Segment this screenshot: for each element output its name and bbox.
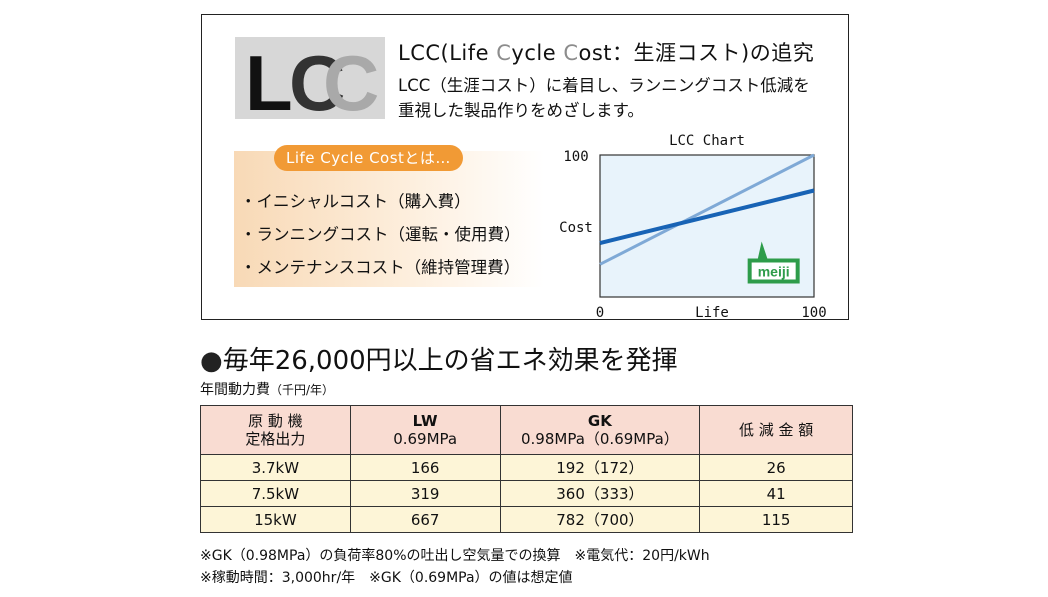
lcc-description: LCC（生涯コスト）に着目し、ランニングコスト低減を 重視した製品作りをめざしま… <box>398 73 810 123</box>
badge-pointer <box>757 241 768 260</box>
cell-gk: 360（333） <box>499 480 701 507</box>
svg-text:L: L <box>245 39 293 119</box>
table-row: 15kW 667 782（700） 115 <box>200 506 853 533</box>
cell-output: 7.5kW <box>200 480 351 507</box>
cell-reduction: 41 <box>699 480 853 507</box>
lcc-title: LCC(Life Cycle Cost：生涯コスト)の追究 <box>398 41 815 65</box>
footnote: ※稼動時間：3,000hr/年 ※GK（0.69MPa）の値は想定値 <box>200 570 573 586</box>
cell-gk: 782（700） <box>499 506 701 533</box>
lcc-panel: L C C LCC(Life Cycle Cost：生涯コスト)の追究 LCC（… <box>201 14 849 321</box>
header-lw: LW 0.69MPa <box>349 405 501 455</box>
footnote: ※GK（0.98MPa）の負荷率80%の吐出し空気量での換算 ※電気代：20円/… <box>200 548 710 564</box>
cell-output: 15kW <box>200 506 351 533</box>
meiji-badge-inner <box>751 262 796 280</box>
footnotes: ※GK（0.98MPa）の負荷率80%の吐出し空気量での換算 ※電気代：20円/… <box>200 545 710 589</box>
y-axis-label: Cost <box>559 220 593 236</box>
chart-title: LCC Chart <box>669 133 745 149</box>
cell-lw: 319 <box>349 480 501 507</box>
power-cost-table: 原 動 機定格出力 LW 0.69MPa GK 0.98MPa（0.69MPa） 低… <box>200 405 853 533</box>
list-item: ・メンテナンスコスト（維持管理費） <box>240 258 521 277</box>
lifecycle-tag: Life Cycle Costとは… <box>274 145 463 171</box>
x-tick-label: 100 <box>801 305 826 319</box>
table-row: 7.5kW 319 360（333） 41 <box>200 480 853 507</box>
header-reduction: 低 減 金 額 <box>699 405 853 455</box>
x-tick-label: 0 <box>596 305 604 319</box>
series-line <box>599 153 815 266</box>
lifecycle-list: ・イニシャルコスト（購入費） ・ランニングコスト（運転・使用費） ・メンテナンス… <box>240 185 521 284</box>
list-item: ・ランニングコスト（運転・使用費） <box>240 225 521 244</box>
cell-lw: 667 <box>349 506 501 533</box>
cell-reduction: 26 <box>699 454 853 481</box>
lcc-description-line: LCC（生涯コスト）に着目し、ランニングコスト低減を <box>398 76 810 95</box>
svg-text:C: C <box>289 39 345 119</box>
cell-output: 3.7kW <box>200 454 351 481</box>
lcc-chart: LCC Chart 100 Cost 0 100 Life meiji <box>542 123 832 321</box>
section-title: ●毎年26,000円以上の省エネ効果を発揮 <box>200 346 678 376</box>
lifecycle-cost-box: Life Cycle Costとは… ・イニシャルコスト（購入費） ・ランニング… <box>234 145 544 287</box>
table-caption: 年間動力費（千円/年） <box>200 382 335 398</box>
header-output: 原 動 機定格出力 <box>200 405 351 455</box>
cell-gk: 192（172） <box>499 454 701 481</box>
y-tick-label: 100 <box>563 149 588 165</box>
svg-text:C: C <box>323 39 379 119</box>
lcc-logo: L C C <box>235 37 385 119</box>
header-gk: GK 0.98MPa（0.69MPa） <box>499 405 701 455</box>
lcc-description-line: 重視した製品作りをめざします。 <box>398 101 644 120</box>
cell-reduction: 115 <box>699 506 853 533</box>
meiji-logo-text: meiji <box>758 264 790 280</box>
list-item: ・イニシャルコスト（購入費） <box>240 192 471 211</box>
cell-lw: 166 <box>349 454 501 481</box>
series-line <box>599 188 815 245</box>
bullet-icon: ● <box>200 346 223 376</box>
table-row: 3.7kW 166 192（172） 26 <box>200 454 853 481</box>
x-axis-label: Life <box>695 305 729 319</box>
